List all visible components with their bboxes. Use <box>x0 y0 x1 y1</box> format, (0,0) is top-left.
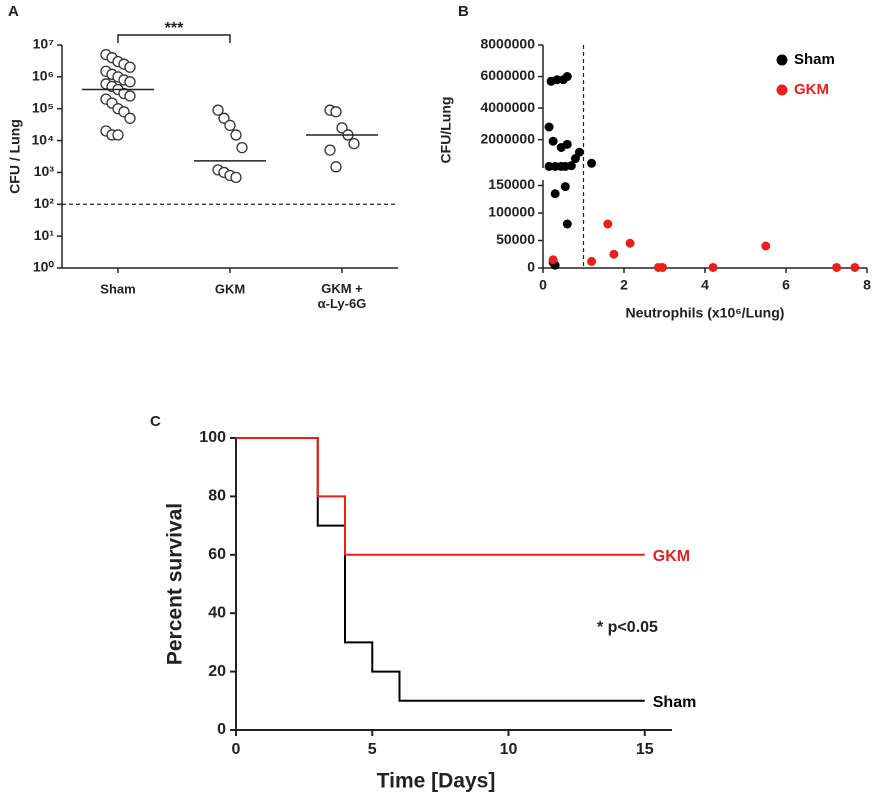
y-tick-label: 150000 <box>488 176 535 192</box>
x-tick-label: GKM <box>215 281 245 296</box>
data-point <box>562 219 572 229</box>
series-label: Sham <box>653 694 697 711</box>
data-point <box>761 241 771 251</box>
y-tick-label: 10² <box>34 195 55 211</box>
data-point <box>224 119 236 132</box>
data-point <box>230 171 242 184</box>
data-point <box>603 219 613 229</box>
data-point <box>124 61 136 73</box>
data-point <box>112 129 124 141</box>
legend-label: GKM <box>794 81 829 98</box>
data-point <box>230 129 242 141</box>
x-tick-label: GKM + α-Ly-6G <box>318 281 367 311</box>
legend-label: Sham <box>794 51 835 68</box>
data-point <box>330 106 342 118</box>
data-point <box>570 154 580 164</box>
data-point <box>560 182 570 192</box>
data-point <box>324 144 336 156</box>
survival-curve <box>236 437 645 702</box>
y-tick-label: 4000000 <box>480 99 535 115</box>
panel-label: C <box>150 413 161 430</box>
x-tick-label: 8 <box>863 277 871 293</box>
y-tick-label: 100000 <box>488 204 535 220</box>
data-point <box>330 161 342 173</box>
x-tick-label: 6 <box>782 277 790 293</box>
significance-label: *** <box>165 20 184 37</box>
x-tick-label: 15 <box>636 741 654 758</box>
data-point <box>562 72 572 82</box>
data-point <box>657 262 667 272</box>
data-point <box>336 122 348 134</box>
y-axis-label: CFU / Lung <box>7 119 23 194</box>
y-tick-label: 40 <box>208 604 226 621</box>
y-tick-label: 50000 <box>496 231 535 247</box>
y-tick-label: 10⁴ <box>32 131 55 147</box>
y-tick-label: 10⁰ <box>33 259 55 275</box>
y-tick-label: 10⁷ <box>33 36 55 52</box>
data-point <box>850 262 860 272</box>
x-tick-label: Sham <box>100 281 135 296</box>
data-point <box>609 249 619 259</box>
data-point <box>625 238 635 248</box>
y-tick-label: 10⁶ <box>32 68 54 84</box>
data-point <box>212 104 224 116</box>
data-point <box>124 112 136 124</box>
data-point <box>348 138 360 150</box>
y-tick-label: 10¹ <box>34 227 55 243</box>
y-tick-label: 6000000 <box>480 67 535 83</box>
data-point <box>218 112 230 124</box>
data-point <box>236 141 248 154</box>
x-tick-label: 4 <box>701 277 709 293</box>
significance-bracket <box>117 34 231 43</box>
x-tick-label: 5 <box>368 741 377 758</box>
data-point <box>544 122 554 132</box>
data-point <box>548 255 558 265</box>
y-tick-label: 100 <box>199 429 226 446</box>
data-point <box>832 262 842 272</box>
data-point <box>124 90 136 102</box>
y-tick-label: 0 <box>527 259 535 275</box>
y-tick-label: 10³ <box>34 163 55 179</box>
y-tick-label: 8000000 <box>480 36 535 52</box>
y-tick-label: 0 <box>217 721 226 738</box>
panel-label: A <box>8 3 19 20</box>
x-tick-label: 0 <box>232 741 241 758</box>
x-tick-label: 0 <box>539 277 547 293</box>
y-tick-label: 10⁵ <box>32 99 54 115</box>
data-point <box>124 76 136 88</box>
data-point <box>548 136 558 146</box>
series-label: GKM <box>653 548 690 565</box>
y-tick-label: 2000000 <box>480 130 535 146</box>
y-tick-label: 60 <box>208 546 226 563</box>
data-point <box>587 256 597 266</box>
y-tick-label: 20 <box>208 663 226 680</box>
y-axis-label: CFU/Lung <box>438 97 454 164</box>
data-point <box>550 189 560 199</box>
panel-label: B <box>458 3 469 20</box>
x-tick-label: 2 <box>620 277 628 293</box>
x-tick-label: 10 <box>500 741 518 758</box>
y-axis-label: Percent survival <box>164 503 187 665</box>
annotation: * p<0.05 <box>597 619 658 636</box>
data-point <box>587 158 597 168</box>
x-axis-label: Time [Days] <box>377 770 496 793</box>
legend-marker <box>776 54 788 66</box>
survival-curve <box>236 437 645 556</box>
x-axis-label: Neutrophils (x10⁶/Lung) <box>626 305 785 321</box>
data-point <box>708 262 718 272</box>
y-tick-label: 80 <box>208 488 226 505</box>
legend-marker <box>776 84 788 96</box>
data-point <box>566 161 576 171</box>
data-point <box>562 139 572 149</box>
